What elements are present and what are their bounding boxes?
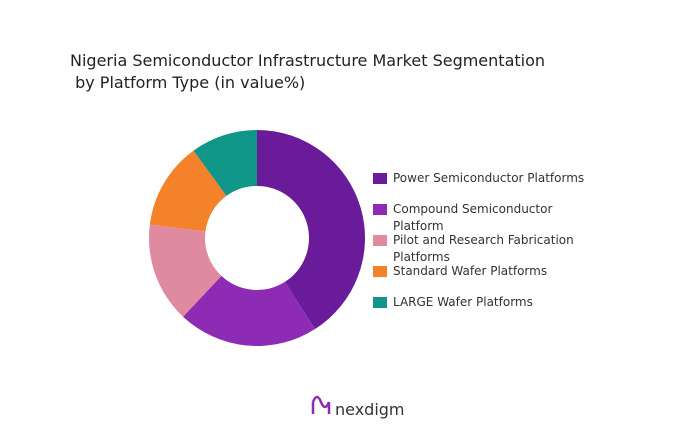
legend-item: Standard Wafer Platforms xyxy=(373,263,613,294)
legend-item: Pilot and Research Fabrication Platforms xyxy=(373,232,613,264)
slice xyxy=(149,150,227,232)
slice xyxy=(183,275,315,346)
legend-label: Pilot and Research Fabrication Platforms xyxy=(393,233,574,264)
legend-swatch xyxy=(373,297,387,308)
legend: Power Semiconductor Platforms Compound Se… xyxy=(373,170,613,325)
slice xyxy=(257,130,365,330)
legend-swatch xyxy=(373,235,387,246)
logo: nexdigm xyxy=(311,400,405,419)
legend-swatch xyxy=(373,173,387,184)
slice xyxy=(193,130,257,196)
brand: nexdigm xyxy=(335,400,405,419)
legend-label: Power Semiconductor Platforms xyxy=(393,171,585,185)
chart-title: Nigeria Semiconductor Infrastructure Mar… xyxy=(70,51,545,70)
legend-item: Power Semiconductor Platforms xyxy=(373,170,613,201)
legend-swatch xyxy=(373,266,387,277)
chart-title: by Platform Type (in value%) xyxy=(70,73,305,92)
slice xyxy=(148,224,222,317)
legend-label: LARGE Wafer Platforms xyxy=(393,295,533,309)
legend-label: Compound Semiconductor Platform xyxy=(393,202,553,233)
legend-item: LARGE Wafer Platforms xyxy=(373,294,613,325)
legend-item: Compound Semiconductor Platform xyxy=(373,201,613,233)
legend-swatch xyxy=(373,204,387,215)
legend-label: Standard Wafer Platforms xyxy=(393,264,548,278)
logo-icon xyxy=(311,395,331,414)
